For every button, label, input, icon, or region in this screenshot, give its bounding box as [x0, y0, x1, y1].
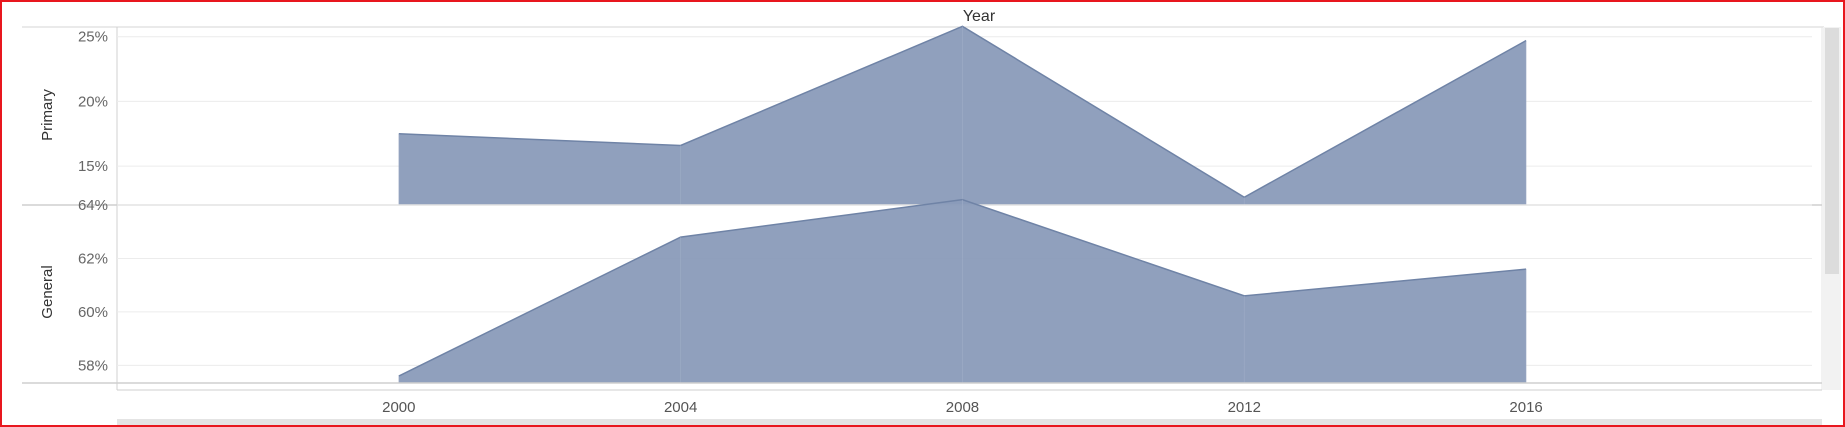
- column-header-year: Year: [963, 8, 996, 25]
- primary-y-tick-label: 15%: [78, 158, 108, 175]
- x-tick-label: 2008: [946, 399, 979, 416]
- general-panel: 58% 60% 62% 64%: [22, 197, 1822, 384]
- general-y-tick-label: 62%: [78, 250, 108, 267]
- x-tick-label: 2004: [664, 399, 697, 416]
- primary-series-line: [398, 25, 1527, 199]
- row-label-general: General: [39, 265, 56, 318]
- x-tick-label: 2012: [1228, 399, 1261, 416]
- general-y-tick-label: 64%: [78, 197, 108, 214]
- x-tick-label: 2016: [1509, 399, 1542, 416]
- primary-y-tick-label: 20%: [78, 93, 108, 110]
- general-y-tick-label: 60%: [78, 304, 108, 321]
- row-label-primary: Primary: [39, 89, 56, 141]
- horizontal-scrollbar-track[interactable]: [117, 419, 1822, 425]
- vertical-scrollbar-thumb[interactable]: [1825, 28, 1839, 274]
- x-tick-label: 2000: [382, 399, 415, 416]
- primary-panel: 15% 20% 25%: [22, 25, 1822, 206]
- general-y-tick-label: 58%: [78, 357, 108, 374]
- primary-y-tick-label: 25%: [78, 29, 108, 46]
